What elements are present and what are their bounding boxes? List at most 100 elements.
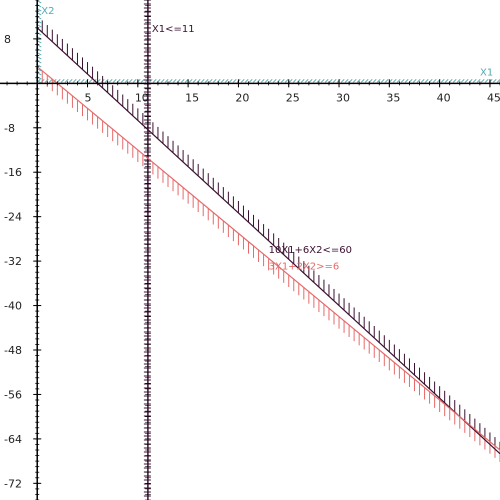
x-axis-hatch — [440, 78, 445, 83]
x-axis-hatch — [188, 78, 193, 83]
x-axis-hatch — [268, 78, 273, 83]
x-axis-hatch — [212, 78, 217, 83]
x-tick-label: 35 — [386, 91, 400, 104]
x-axis-hatch — [424, 78, 429, 83]
x-axis-hatch — [432, 78, 437, 83]
y-tick-label: -32 — [4, 255, 22, 268]
y-tick-label: -16 — [4, 166, 22, 179]
x-axis-hatch — [312, 78, 317, 83]
x-tick-label: 10 — [135, 91, 149, 104]
y-tick-label: -24 — [4, 211, 22, 224]
x-tick-label: 45 — [487, 91, 500, 104]
x-axis-hatch — [320, 78, 325, 83]
x-axis-hatch — [108, 78, 113, 83]
x-axis-hatch — [348, 78, 353, 83]
x-axis-hatch — [412, 78, 417, 83]
x-axis-hatch — [276, 78, 281, 83]
x-axis-hatch — [356, 78, 361, 83]
x-axis-hatch — [328, 78, 333, 83]
x-axis-hatch — [256, 78, 261, 83]
x-axis-hatch — [384, 78, 389, 83]
x-axis-hatch — [172, 78, 177, 83]
constraint-label-3x1-2x2: 3X1+2X2>=6 — [269, 261, 340, 272]
x-axis-hatch — [60, 78, 65, 83]
x-axis-hatch — [392, 78, 397, 83]
x-axis-hatch — [160, 78, 165, 83]
x-axis-hatch — [396, 78, 401, 83]
x-axis-hatch — [332, 78, 337, 83]
x-axis-hatch — [352, 78, 357, 83]
x-axis-hatch — [204, 78, 209, 83]
x-axis-hatch — [460, 78, 465, 83]
x-axis-hatch — [344, 78, 349, 83]
x-axis-hatch — [324, 78, 329, 83]
x-axis-hatch — [228, 78, 233, 83]
x-axis-hatch — [364, 78, 369, 83]
x-axis-hatch — [372, 78, 377, 83]
x-tick-label: 15 — [185, 91, 199, 104]
x-tick-label: 5 — [85, 91, 92, 104]
x-axis-hatch — [164, 78, 169, 83]
x-axis-hatch — [400, 78, 405, 83]
x-axis-hatch — [452, 78, 457, 83]
x-axis-hatch — [180, 78, 185, 83]
x-axis-hatch — [148, 78, 153, 83]
x-axis-hatch — [244, 78, 249, 83]
x-axis-hatch — [232, 78, 237, 83]
x-tick-label: 40 — [437, 91, 451, 104]
x-axis-hatch — [456, 78, 461, 83]
x-axis-hatch — [240, 78, 245, 83]
x-axis-hatch — [168, 78, 173, 83]
x-axis-hatch — [120, 78, 125, 83]
x-axis-hatch — [104, 78, 109, 83]
y-tick-label: -64 — [4, 433, 22, 446]
x-axis-hatch — [124, 78, 129, 83]
x-axis-hatch — [476, 78, 481, 83]
y-tick-label: -48 — [4, 344, 22, 357]
x-axis-hatch — [420, 78, 425, 83]
x-axis-hatch — [296, 78, 301, 83]
x-axis-hatch — [140, 78, 145, 83]
tick-layer: 5 10 15 20 25 30 35 40 45 8 -8 -16 -24 -32 -40 -48 -56 -6… — [4, 0, 500, 500]
x-axis-hatch — [416, 78, 421, 83]
x-axis-hatch — [88, 78, 93, 83]
x-axis-hatch — [292, 78, 297, 83]
x-axis-hatch — [368, 78, 373, 83]
y-tick-label: 8 — [4, 33, 11, 46]
x-axis-hatch — [192, 78, 197, 83]
x-axis-hatch — [404, 78, 409, 83]
y-tick-label: -8 — [4, 122, 15, 135]
y-axis-label: X2 — [41, 6, 54, 17]
x-axis-hatch — [220, 78, 225, 83]
constraint-label-x1-le-11: X1<=11 — [152, 24, 195, 35]
x-axis-hatch — [252, 78, 257, 83]
x-axis-hatch — [248, 78, 253, 83]
x-axis-hatch — [288, 78, 293, 83]
x-axis-hatch — [132, 78, 137, 83]
x-axis-hatch — [492, 78, 497, 83]
x-axis-hatch — [284, 78, 289, 83]
x-axis-hatch — [112, 78, 117, 83]
x-axis-hatch — [200, 78, 205, 83]
y-tick-label: -72 — [4, 477, 22, 490]
x-axis-hatch — [376, 78, 381, 83]
x-tick-label: 25 — [286, 91, 300, 104]
x-axis-hatch — [68, 78, 73, 83]
x-axis-hatch — [264, 78, 269, 83]
x-axis-hatch — [480, 78, 485, 83]
x-axis-label: X1 — [480, 67, 493, 78]
x-axis-hatch — [280, 78, 285, 83]
x-axis-hatch — [272, 78, 277, 83]
x-axis-hatch — [152, 78, 157, 83]
x-axis-hatch — [484, 78, 489, 83]
x-axis-hatch — [304, 78, 309, 83]
constraint-line-1 — [36, 27, 500, 455]
x-axis-hatch — [64, 78, 69, 83]
x-axis-hatch — [464, 78, 469, 83]
x-axis-hatch — [216, 78, 221, 83]
x-axis-hatch — [340, 78, 345, 83]
x-axis-hatch — [72, 78, 77, 83]
x-axis-hatch — [300, 78, 305, 83]
x-axis-hatch — [316, 78, 321, 83]
